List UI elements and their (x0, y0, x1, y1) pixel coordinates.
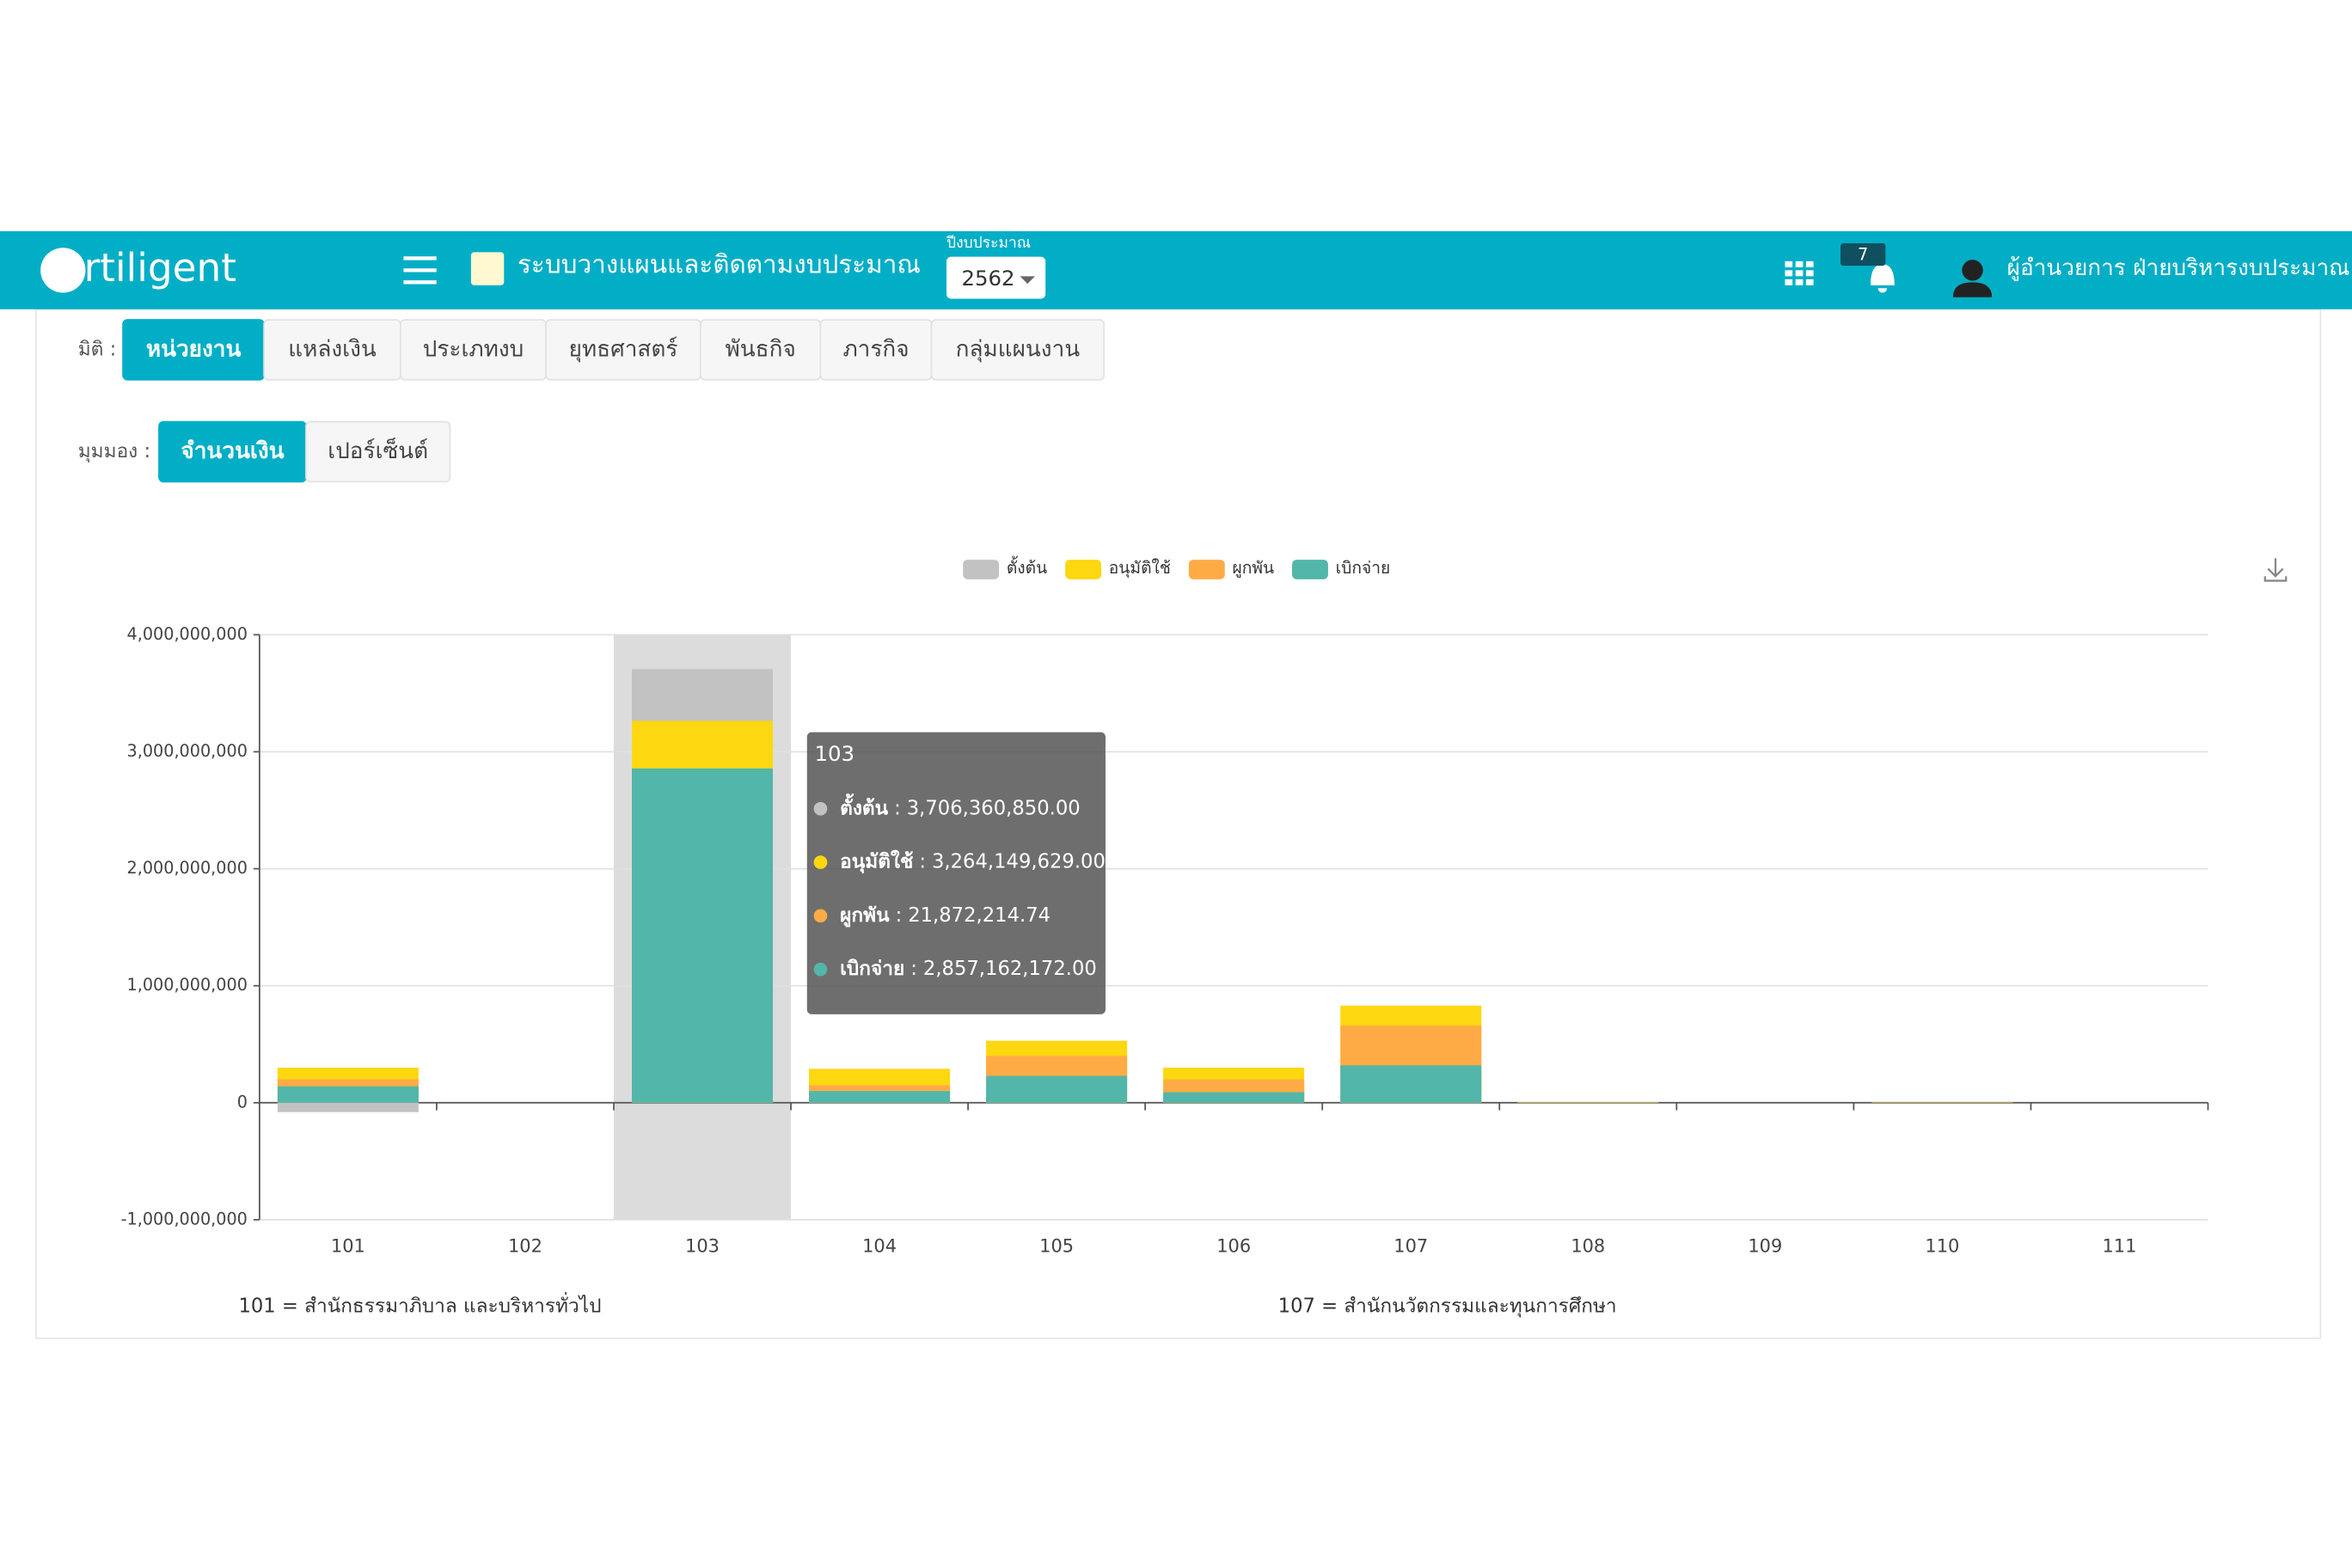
tab[interactable] (930, 319, 1106, 381)
year-select[interactable] (946, 256, 1046, 299)
tab-label: แหล่งเงิน (288, 336, 377, 362)
x-tick-label: 104 (862, 1235, 897, 1256)
y-tick-label: 3,000,000,000 (127, 741, 248, 761)
y-tick-label: -1,000,000,000 (121, 1209, 248, 1228)
tab-label: พันธกิจ (726, 336, 796, 362)
tooltip-separator: : (894, 797, 901, 819)
tooltip-value: 2,857,162,172.00 (923, 958, 1097, 980)
legend-swatch (1292, 560, 1328, 579)
tab-label: ประเภทงบ (423, 336, 524, 362)
tab-label: กลุ่มแผนงาน (956, 336, 1081, 362)
dimension-tabs: หน่วยงาน แหล่งเงิน ประเภทงบ ยุทธศาสตร์ พันธก… (122, 319, 1106, 381)
legend-label: เบิกจ่าย (1336, 558, 1391, 578)
legend-swatch (1065, 560, 1102, 579)
apps-icon[interactable] (1785, 260, 1814, 285)
tooltip-dot (813, 962, 828, 977)
x-tick-label: 108 (1571, 1235, 1605, 1256)
bar (986, 1075, 1128, 1103)
y-tick-label: 0 (237, 1092, 248, 1112)
legend-swatch (1188, 560, 1225, 579)
y-tick-label: 1,000,000,000 (127, 975, 248, 995)
tooltip-separator: : (919, 851, 926, 873)
tooltip-name: ตั้งต้น (840, 793, 889, 819)
bar (277, 1086, 419, 1103)
menu-icon[interactable] (403, 256, 437, 285)
tooltip-value: 3,706,360,850.00 (907, 797, 1081, 819)
system-title: ระบบวางแผนและติดตามงบประมาณ (518, 249, 921, 279)
tab-label: จำนวนเงิน (181, 438, 284, 464)
tooltip-dot (813, 909, 828, 923)
bar (1340, 1065, 1482, 1103)
y-tick-label: 2,000,000,000 (127, 858, 248, 878)
x-tick-label: 111 (2102, 1235, 2136, 1256)
tooltip-dot (813, 801, 828, 816)
tooltip-name: ผูกพัน (840, 904, 890, 928)
x-tick-label: 109 (1748, 1235, 1782, 1256)
user-head (1962, 260, 1983, 281)
legend-swatch (963, 560, 1000, 579)
bar (1163, 1092, 1305, 1103)
header-bar (0, 231, 2352, 309)
x-tick-label: 110 (1925, 1235, 1959, 1256)
tab-label: ยุทธศาสตร์ (569, 336, 678, 362)
y-tick-label: 4,000,000,000 (127, 624, 248, 644)
tooltip: 103ตั้งต้น:3,706,360,850.00อนุมัติใช้:3,… (806, 732, 1106, 1014)
tab[interactable] (305, 420, 451, 483)
bar (809, 1091, 951, 1103)
tooltip-name: อนุมัติใช้ (840, 849, 913, 874)
x-tick-label: 107 (1393, 1235, 1428, 1256)
tooltip-separator: : (910, 958, 917, 980)
tooltip-separator: : (896, 904, 903, 927)
logo-mark (40, 248, 86, 293)
tab-label: หน่วยงาน (146, 336, 242, 362)
tooltip-value: 21,872,214.74 (908, 904, 1050, 927)
tooltip-value: 3,264,149,629.00 (932, 851, 1106, 873)
tab-label: เปอร์เซ็นต์ (328, 437, 428, 464)
view-tabs: จำนวนเงิน เปอร์เซ็นต์ (158, 420, 451, 483)
legend-label: ตั้งต้น (1007, 555, 1047, 578)
tooltip-dot (813, 855, 828, 869)
badge (1840, 242, 1886, 266)
dimension-label: มิติ : (78, 338, 117, 360)
tooltip-box (806, 732, 1106, 1014)
user-icon (1952, 282, 1993, 297)
tooltip-title: 103 (814, 741, 854, 766)
legend-label: ผูกพัน (1232, 558, 1274, 578)
year-value: 2562 (961, 266, 1014, 291)
tab-label: ภารกิจ (842, 336, 909, 362)
logo: artiligent (60, 245, 236, 291)
tooltip-name: เบิกจ่าย (840, 958, 904, 980)
x-tick-label: 106 (1216, 1235, 1251, 1256)
dropdown-arrow (1020, 276, 1035, 285)
badge-count: 7 (1858, 244, 1868, 264)
x-tick-label: 103 (685, 1235, 720, 1256)
bar (277, 1102, 419, 1112)
system-icon (470, 252, 505, 285)
footnote: 101 = สำนักธรรมาภิบาล และบริหารทั่วไป (238, 1292, 601, 1318)
view-label: มุมมอง : (78, 440, 150, 462)
x-tick-label: 105 (1039, 1235, 1074, 1256)
download-icon[interactable] (2263, 558, 2288, 582)
year-label: ปีงบประมาณ (946, 235, 1031, 252)
x-tick-label: 102 (508, 1235, 542, 1256)
legend-label: อนุมัติใช้ (1109, 558, 1171, 579)
bar (631, 768, 774, 1103)
user-name[interactable]: ผู้อำนวยการ ฝ่ายบริหารงบประมาณ (2007, 255, 2350, 281)
footnote: 107 = สำนักนวัตกรรมและทุนการศึกษา (1278, 1295, 1617, 1318)
x-tick-label: 101 (331, 1235, 365, 1256)
bell-icon[interactable] (1870, 264, 1895, 293)
